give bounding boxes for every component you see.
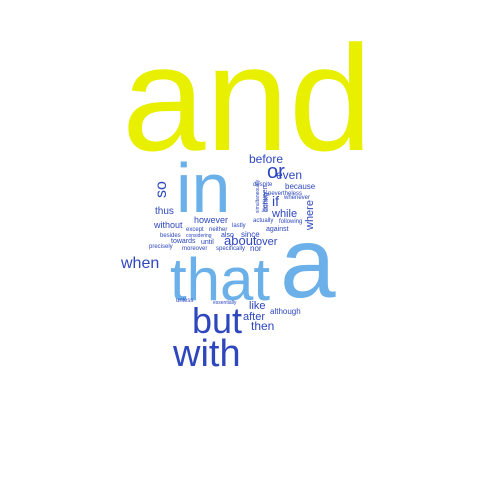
cloud-word-with: with xyxy=(172,333,241,375)
cloud-word-lastly: lastly xyxy=(232,223,246,229)
cloud-word-between: between xyxy=(262,185,269,212)
cloud-word-during: during xyxy=(263,192,270,212)
cloud-word-like: like xyxy=(249,300,266,312)
cloud-word-where: where xyxy=(304,200,316,231)
cloud-word-although: although xyxy=(270,307,301,316)
cloud-word-when: when xyxy=(120,255,159,272)
cloud-word-moreover: moreover xyxy=(182,246,207,252)
cloud-word-because: because xyxy=(285,182,316,191)
cloud-word-nevertheless: nevertheless xyxy=(268,191,302,197)
cloud-word-simultaneously: simultaneously xyxy=(255,179,261,213)
cloud-word-actually: actually xyxy=(253,218,273,224)
cloud-word-essentially: essentially xyxy=(213,300,237,306)
cloud-word-thus: thus xyxy=(155,206,174,217)
cloud-word-so: so xyxy=(153,181,170,198)
cloud-word-besides: besides xyxy=(160,233,181,239)
cloud-word-unless: unless xyxy=(176,298,193,304)
cloud-word-nor: nor xyxy=(250,244,262,253)
cloud-word-also: also xyxy=(221,232,234,239)
cloud-word-that: that xyxy=(170,246,270,313)
cloud-word-a: a xyxy=(280,207,336,319)
cloud-word-in: in xyxy=(176,149,230,227)
cloud-word-but: but xyxy=(192,300,242,341)
cloud-word-over: over xyxy=(256,236,278,248)
cloud-word-except: except xyxy=(186,227,204,233)
cloud-word-or: or xyxy=(267,161,285,183)
cloud-word-following: following xyxy=(279,219,302,225)
cloud-word-until: until xyxy=(201,239,214,246)
cloud-word-whenever: whenever xyxy=(283,195,310,201)
cloud-word-against: against xyxy=(266,226,289,233)
cloud-word-considering: considering xyxy=(186,233,212,239)
cloud-word-precisely: precisely xyxy=(149,244,173,250)
cloud-word-after: after xyxy=(243,311,265,323)
cloud-word-while: while xyxy=(271,208,297,220)
cloud-word-since: since xyxy=(241,230,260,239)
cloud-word-before: before xyxy=(249,152,283,166)
cloud-word-neither: neither xyxy=(209,227,227,233)
cloud-word-without: without xyxy=(153,220,183,230)
cloud-word-if: if xyxy=(272,193,279,209)
cloud-word-despite: despite xyxy=(253,182,273,188)
cloud-word-about: about xyxy=(224,233,257,248)
cloud-word-and: and xyxy=(122,14,372,182)
cloud-word-however: however xyxy=(194,215,228,225)
cloud-word-even: even xyxy=(276,168,302,182)
cloud-word-specifically: specifically xyxy=(216,246,245,252)
cloud-word-then: then xyxy=(251,319,274,333)
cloud-word-towards: towards xyxy=(171,238,196,245)
